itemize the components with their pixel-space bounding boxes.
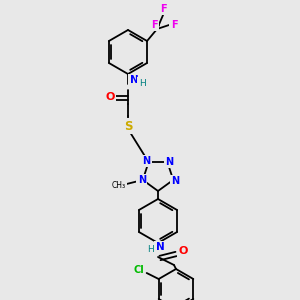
Text: S: S [124,119,132,133]
Text: O: O [178,246,188,256]
Text: F: F [160,4,167,14]
Text: N: N [156,242,164,252]
Text: N: N [165,157,173,167]
Text: F: F [151,20,158,30]
Text: O: O [105,92,115,102]
Text: F: F [171,20,177,30]
Text: H: H [139,79,145,88]
Text: N: N [142,156,151,166]
Text: N: N [130,75,138,85]
Text: N: N [138,175,146,185]
Text: Cl: Cl [133,265,144,275]
Text: N: N [171,176,179,186]
Text: CH₃: CH₃ [112,182,126,190]
Text: H: H [147,244,153,253]
